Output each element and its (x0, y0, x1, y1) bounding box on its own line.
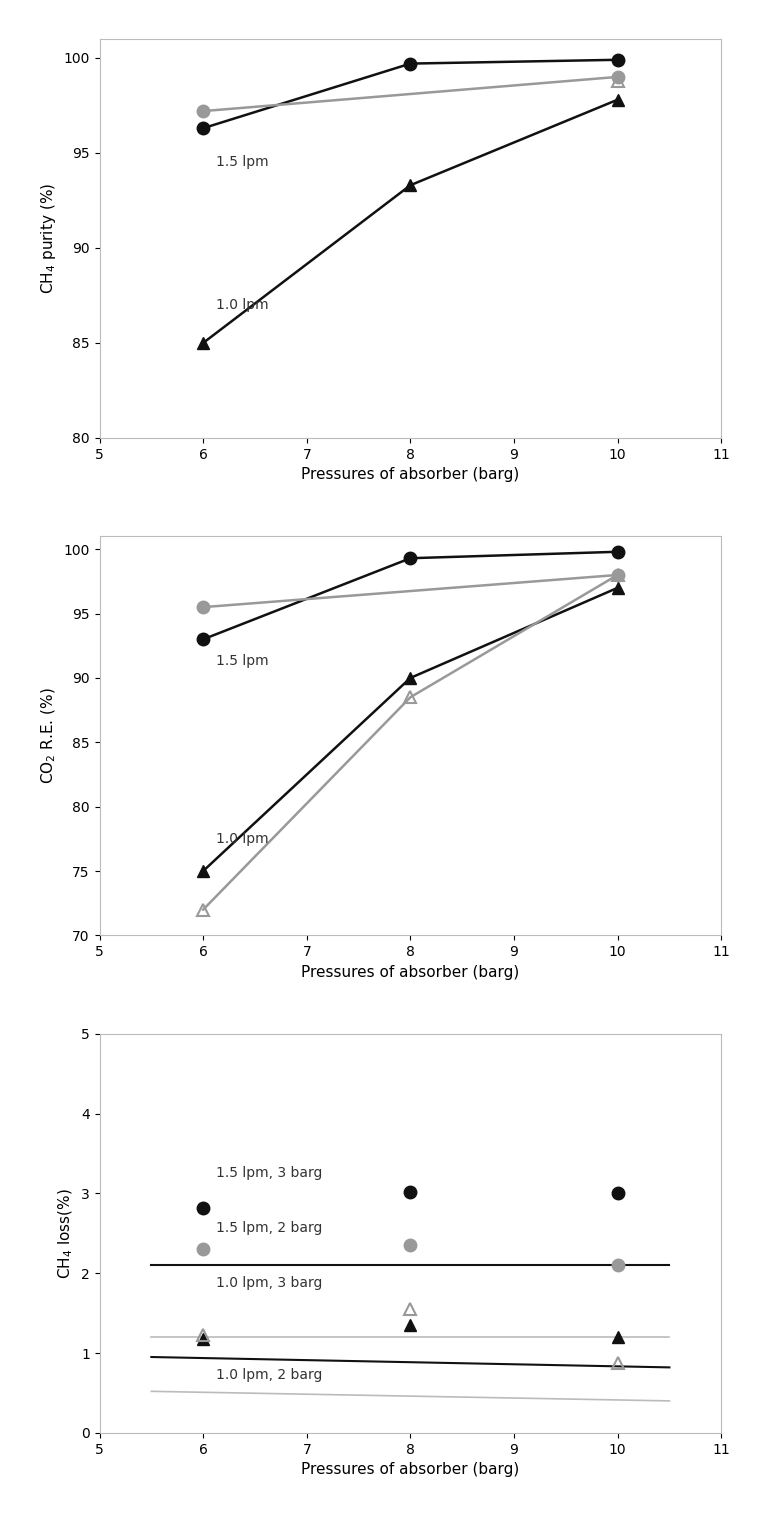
Text: 1.5 lpm: 1.5 lpm (215, 653, 268, 669)
Y-axis label: CH$_4$ loss(%): CH$_4$ loss(%) (57, 1189, 75, 1278)
Text: 1.5 lpm: 1.5 lpm (215, 155, 268, 170)
Text: 1.0 lpm, 3 barg: 1.0 lpm, 3 barg (215, 1276, 322, 1290)
Text: 1.0 lpm, 2 barg: 1.0 lpm, 2 barg (215, 1367, 322, 1381)
X-axis label: Pressures of absorber (barg): Pressures of absorber (barg) (301, 964, 520, 979)
Y-axis label: CO$_2$ R.E. (%): CO$_2$ R.E. (%) (39, 688, 58, 784)
Y-axis label: CH$_4$ purity (%): CH$_4$ purity (%) (39, 183, 58, 294)
Text: 1.5 lpm, 3 barg: 1.5 lpm, 3 barg (215, 1166, 322, 1181)
Text: 1.0 lpm: 1.0 lpm (215, 297, 268, 312)
X-axis label: Pressures of absorber (barg): Pressures of absorber (barg) (301, 1461, 520, 1477)
X-axis label: Pressures of absorber (barg): Pressures of absorber (barg) (301, 467, 520, 482)
Text: 1.0 lpm: 1.0 lpm (215, 832, 268, 846)
Text: 1.5 lpm, 2 barg: 1.5 lpm, 2 barg (215, 1220, 322, 1234)
